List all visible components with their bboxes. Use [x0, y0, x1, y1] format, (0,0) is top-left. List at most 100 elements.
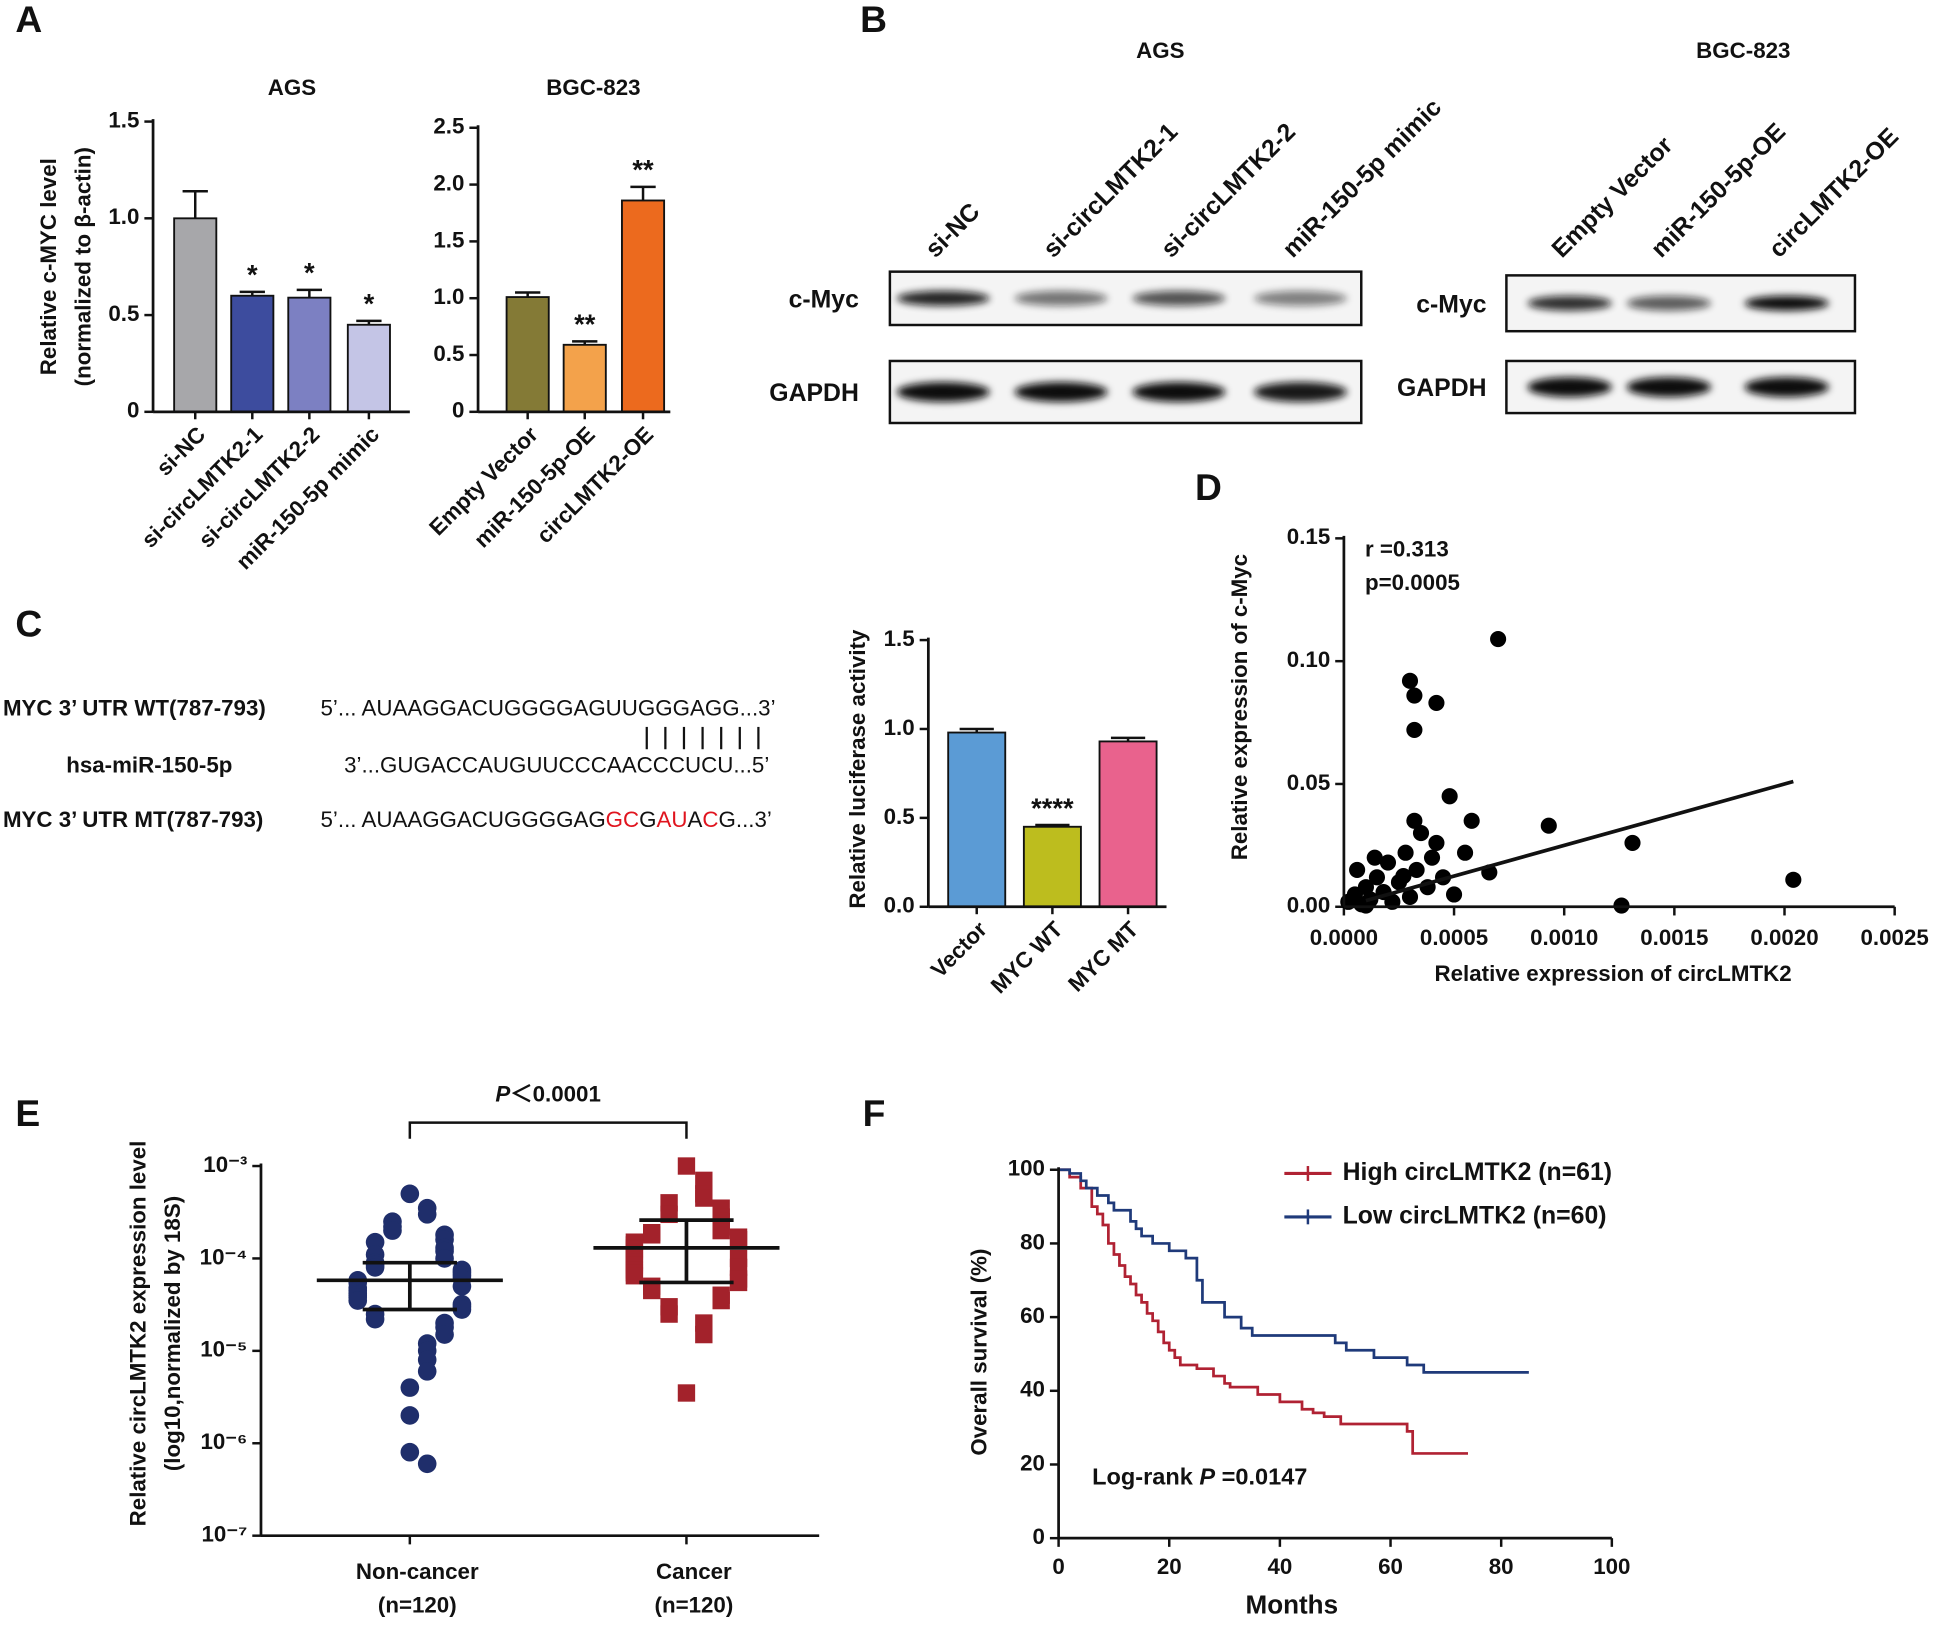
sequence-part: 5’... AUAAGGACUGGGGAG	[321, 807, 606, 832]
x-tick-note: (n=120)	[655, 1592, 734, 1617]
point	[1406, 687, 1423, 704]
point	[1366, 849, 1383, 866]
bar	[947, 731, 1007, 908]
point	[1540, 817, 1557, 834]
point	[1379, 854, 1397, 871]
legend-label: High circLMTK2 (n=61)	[1343, 1159, 1612, 1186]
x-tick-label: MYC MT	[1063, 916, 1143, 996]
point	[400, 1406, 420, 1425]
seq-pairing	[645, 726, 760, 750]
blot-band	[1744, 377, 1829, 397]
fit-line	[1365, 779, 1794, 903]
annotation: Log-rank P =0.0147	[1092, 1464, 1307, 1490]
panel-label: B	[860, 0, 887, 40]
point	[1357, 879, 1374, 896]
lane-label: si-NC	[921, 198, 986, 263]
bar	[1098, 740, 1158, 908]
point	[695, 1325, 713, 1344]
x-tick-label: 60	[1378, 1554, 1403, 1579]
bar	[621, 199, 666, 413]
point	[1490, 630, 1507, 648]
x-tick-label: Vector	[926, 916, 992, 982]
sequence-name: MYC 3’ UTR WT(787-793)	[3, 695, 266, 720]
y-axis-label: Relative luciferase activity	[845, 629, 870, 909]
y-tick-label: 2.5	[433, 114, 464, 139]
point	[1406, 721, 1423, 738]
bar	[287, 296, 332, 413]
y-tick-label: 1.0	[433, 284, 464, 309]
point	[400, 1184, 420, 1204]
point	[1395, 868, 1412, 885]
y-tick-label: 0	[127, 398, 139, 423]
point	[1412, 825, 1430, 842]
point	[1368, 869, 1386, 886]
significance-label: *	[304, 257, 315, 288]
x-tick-label: 100	[1593, 1554, 1630, 1579]
sequence: 5’... AUAAGGACUGGGGAGUUGGGAGG...3’	[321, 695, 776, 720]
point	[1406, 812, 1423, 829]
blot-band	[1132, 290, 1226, 306]
y-axis-label: Relative c-MYC level	[36, 158, 61, 375]
y-tick-label: 1.0	[884, 715, 915, 740]
chart-title: BGC-823	[546, 75, 640, 100]
point	[712, 1221, 730, 1240]
point	[729, 1273, 748, 1292]
x-tick-label: 20	[1157, 1554, 1182, 1579]
point	[1401, 672, 1419, 689]
sequence-part: A	[688, 807, 703, 832]
bar	[505, 296, 550, 413]
x-tick-label: 40	[1267, 1554, 1292, 1579]
panel-label: D	[1195, 466, 1222, 508]
sequence: 3’...GUGACCAUGUUCCCAACCCUCU...5’	[344, 752, 769, 777]
sequence-part: G	[639, 807, 656, 832]
panel-label: F	[863, 1092, 886, 1134]
sequence-part: 5’... AUAAGGACUGGGGAGUUGGGAGG...3’	[321, 695, 776, 720]
x-axis-label: Relative expression of circLMTK2	[1435, 961, 1792, 986]
significance-label: ****	[1031, 792, 1074, 823]
annotation-text: Log-rank	[1092, 1464, 1199, 1490]
y-axis-label: Relative expression of c-Myc	[1227, 554, 1252, 860]
y-tick-label: 1.5	[433, 227, 464, 252]
x-tick-label: 80	[1489, 1554, 1514, 1579]
point	[1463, 812, 1480, 829]
point	[417, 1454, 437, 1474]
row-label: c-Myc	[789, 286, 859, 313]
sequence-name: hsa-miR-150-5p	[66, 752, 232, 777]
point	[1397, 844, 1414, 861]
point	[1401, 888, 1419, 906]
y-tick-label: 1.5	[884, 626, 915, 651]
point	[677, 1384, 696, 1402]
y-tick-label: 1.0	[108, 204, 139, 229]
blot-band	[896, 382, 990, 402]
y-tick-label: 10⁻⁷	[202, 1522, 248, 1547]
x-tick-label: 0.0005	[1420, 925, 1488, 950]
point	[1349, 861, 1366, 878]
point	[695, 1189, 713, 1207]
row-label: GAPDH	[769, 380, 859, 407]
mutated-base: C	[702, 807, 718, 832]
point	[1441, 788, 1458, 805]
comparison-bracket	[408, 1121, 688, 1139]
blot-band	[1626, 377, 1712, 397]
significance-label: **	[632, 154, 654, 185]
y-tick-label: 10⁻³	[203, 1152, 247, 1177]
blot-band	[1132, 382, 1226, 402]
y-tick-label: 0.5	[108, 301, 139, 326]
y-tick-label: 10⁻⁴	[200, 1244, 248, 1269]
mutated-base: GC	[606, 807, 639, 832]
y-tick-label: 10⁻⁶	[200, 1429, 247, 1454]
x-tick-label: 0.0000	[1310, 925, 1378, 950]
y-tick-label: 0.10	[1287, 647, 1330, 672]
sequence-name: MYC 3’ UTR MT(787-793)	[3, 807, 263, 832]
point	[1423, 849, 1441, 866]
y-tick-label: 2.0	[433, 170, 464, 195]
x-tick-label: Cancer	[656, 1559, 732, 1584]
y-axis-label: (log10,normalized by 18S)	[160, 1196, 185, 1471]
point	[1428, 694, 1445, 711]
annotation-p: P	[1199, 1464, 1215, 1490]
point	[1785, 871, 1802, 888]
y-tick-label: 0.15	[1287, 524, 1330, 549]
panel-label: E	[15, 1092, 40, 1134]
point	[643, 1226, 661, 1244]
